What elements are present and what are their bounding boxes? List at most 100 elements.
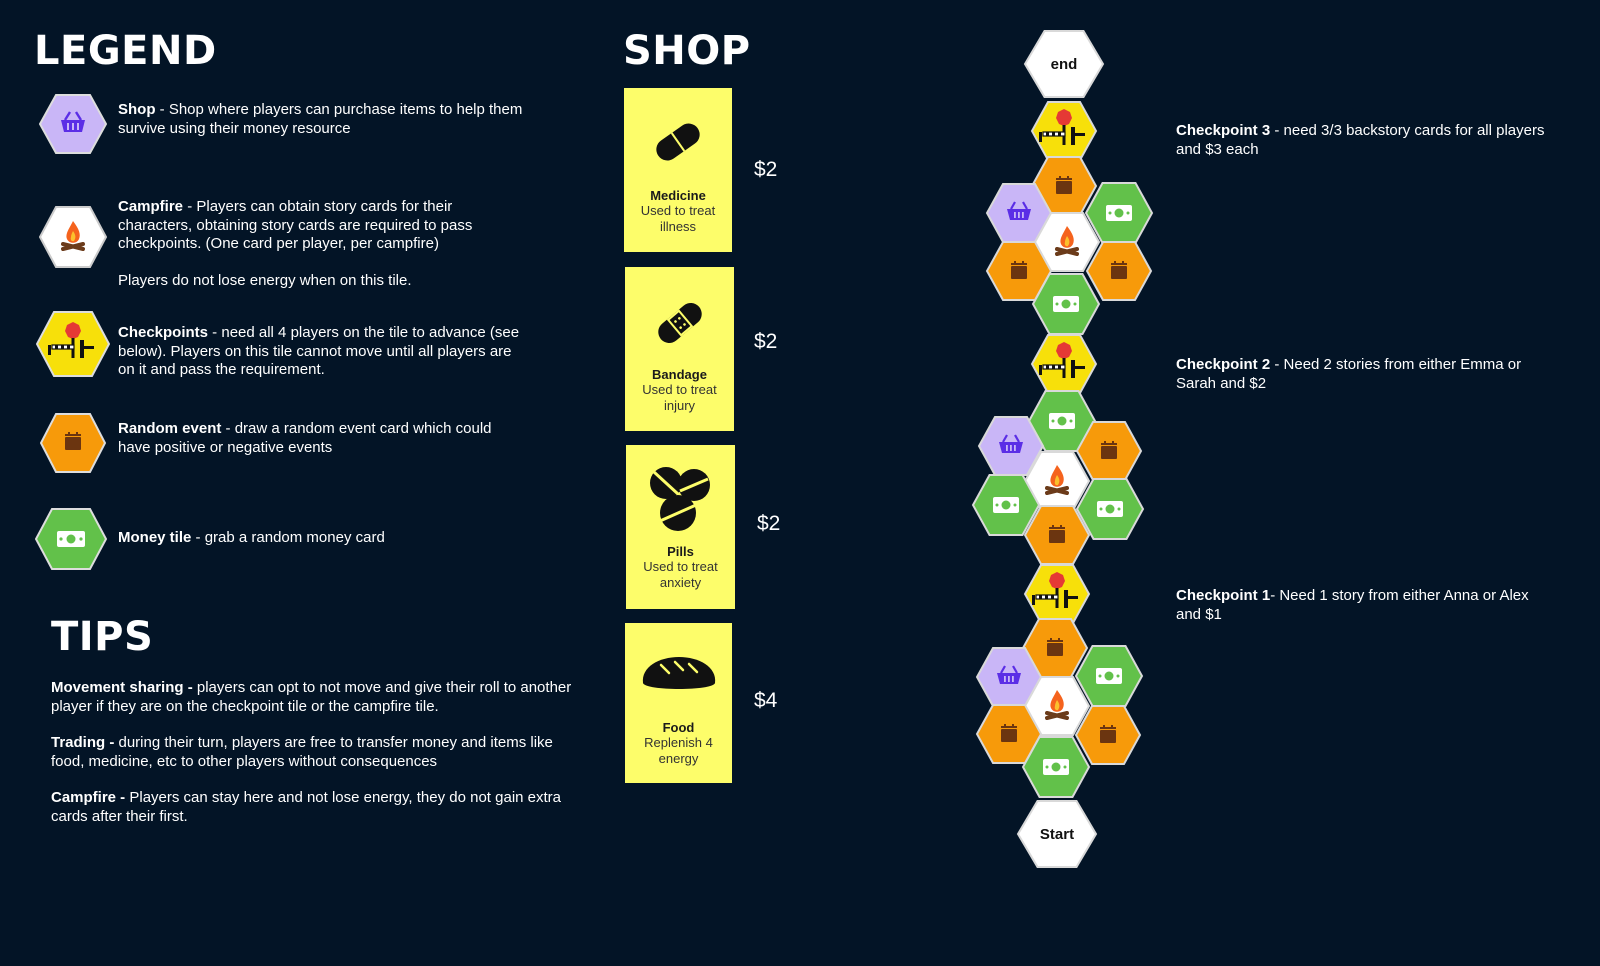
tip-text: Players can stay here and not lose energ… [51,789,562,825]
checkpoint-title: Checkpoint 3 [1176,122,1271,139]
shop-item-name: Food [662,720,695,735]
shop-item-medicine[interactable]: Medicine Used to treat illness [624,88,732,252]
pills-icon [649,467,710,531]
legend-item-text: - Shop where players can purchase items … [118,101,523,137]
checkpoint-title: Checkpoint 2 [1176,356,1271,373]
bread-loaf-icon [642,657,715,689]
money-icon [993,497,1019,513]
shop-item-desc: Used to treat anxiety [643,559,718,590]
board-tile-money [1021,736,1091,798]
shop-item-price: $2 [754,158,778,181]
money-icon [1049,413,1075,429]
legend-item-title: Campfire [118,198,184,215]
legend-item-random-event: Random event - draw a random event card … [118,420,528,457]
money-icon [1053,296,1079,312]
legend-item-shop: Shop - Shop where players can purchase i… [118,101,528,138]
tip-text: players can opt to not move and give the… [51,679,572,715]
legend-item-title: Money tile [118,529,192,546]
pill-capsule-icon [656,123,700,161]
tip-trading: Trading - during their turn, players are… [51,734,576,771]
legend-item-note: Players do not lose energy when on this … [118,271,412,289]
shop-item-name: Pills [667,544,694,559]
tip-title: Movement sharing - [51,679,197,696]
tip-movement-sharing: Movement sharing - players can opt to no… [51,679,576,716]
board-tile-money [1075,478,1145,540]
campfire-tile-icon [39,206,107,268]
shop-item-name: Bandage [652,367,707,382]
board-tile-money [1084,182,1154,244]
checkpoint-tile-icon [36,311,110,377]
shop-item-desc: Used to treat injury [642,382,717,413]
shop-item-bandage[interactable]: Bandage Used to treat injury [625,267,734,431]
tip-title: Trading - [51,734,119,751]
tip-campfire: Campfire - Players can stay here and not… [51,789,576,826]
shop-item-pills[interactable]: Pills Used to treat anxiety [626,445,735,609]
legend-item-checkpoints: Checkpoints - need all 4 players on the … [118,324,528,380]
calendar-icon [1047,638,1063,656]
bandage-icon [657,303,702,343]
calendar-icon [1100,725,1116,743]
board-tile-checkpoint [1030,334,1098,394]
board-tile-event [1074,705,1142,765]
checkpoint-1-requirement: Checkpoint 1- Need 1 story from either A… [1176,587,1546,624]
legend-item-title: Checkpoints [118,324,209,341]
end-label: end [1051,56,1078,73]
shop-item-price: $2 [754,330,778,353]
shop-heading: SHOP [623,28,751,74]
checkpoint-text: - Need 2 stories from either Emma or Sar… [1176,356,1522,392]
shop-item-price: $2 [757,512,781,535]
calendar-icon [1101,441,1117,459]
legend-item-title: Shop [118,101,156,118]
calendar-icon [1056,176,1072,194]
board-tile-money [1074,645,1144,707]
start-label: Start [1040,826,1074,843]
calendar-icon [1001,724,1017,742]
board-tile-event [1085,241,1153,301]
tip-text: during their turn, players are free to t… [51,734,553,770]
shop-basket-icon [61,111,85,132]
board-tile-money [1031,273,1101,335]
board-tile-checkpoint [1023,564,1091,624]
legend-item-title: Random event [118,420,222,437]
checkpoint-text: - need 3/3 backstory cards for all playe… [1176,122,1545,158]
shop-item-name: Medicine [650,188,706,203]
shop-item-desc: Replenish 4 energy [644,735,713,766]
checkpoint-title: Checkpoint 1 [1176,587,1271,604]
board-tile-start: Start [1016,800,1098,868]
board-tile-checkpoint [1030,101,1098,161]
board-tile-money [971,474,1041,536]
legend-item-campfire: Campfire - Players can obtain story card… [118,198,528,290]
legend-item-text: - draw a random event card which could h… [118,420,492,456]
board-tile-end: end [1023,30,1105,98]
event-tile-icon [40,413,106,473]
checkpoint-barrier-icon [48,322,94,358]
legend-item-text: - grab a random money card [191,529,385,546]
legend-heading: LEGEND [34,28,217,74]
calendar-icon [1011,261,1027,279]
checkpoint-text: - Need 1 story from either Anna or Alex … [1176,587,1529,623]
tip-title: Campfire - [51,789,130,806]
board-tile-shop [977,416,1045,476]
tips-heading: TIPS [51,614,154,660]
legend-item-text: - need all 4 players on the tile to adva… [118,324,520,378]
calendar-icon [65,432,81,450]
campfire-icon [61,221,85,251]
checkpoint-2-requirement: Checkpoint 2 - Need 2 stories from eithe… [1176,356,1546,393]
money-icon [1043,759,1069,775]
board-tiles: end Start [971,30,1154,868]
shop-item-desc: Used to treat illness [640,203,716,234]
money-icon [1106,205,1132,221]
money-icon [1096,668,1122,684]
calendar-icon [1111,261,1127,279]
money-tile-icon [35,508,107,570]
legend-item-text: - Players can obtain story cards for the… [118,198,473,252]
calendar-icon [1049,525,1065,543]
money-icon [1097,501,1123,517]
shop-tile-icon [39,94,107,154]
money-icon [57,531,85,547]
legend-item-money: Money tile - grab a random money card [118,529,528,548]
shop-item-food[interactable]: Food Replenish 4 energy [625,623,732,783]
checkpoint-3-requirement: Checkpoint 3 - need 3/3 backstory cards … [1176,122,1546,159]
shop-item-price: $4 [754,689,778,712]
